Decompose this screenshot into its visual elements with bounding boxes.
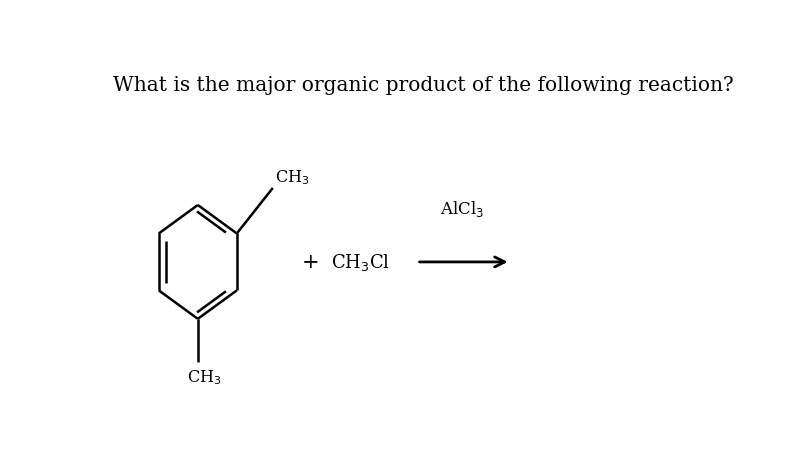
Text: CH$_3$Cl: CH$_3$Cl <box>331 252 390 273</box>
Text: AlCl$_3$: AlCl$_3$ <box>441 198 484 218</box>
Text: What is the major organic product of the following reaction?: What is the major organic product of the… <box>113 76 734 94</box>
Text: +: + <box>302 253 320 272</box>
Text: CH$_3$: CH$_3$ <box>274 168 309 187</box>
Text: CH$_3$: CH$_3$ <box>186 367 221 386</box>
